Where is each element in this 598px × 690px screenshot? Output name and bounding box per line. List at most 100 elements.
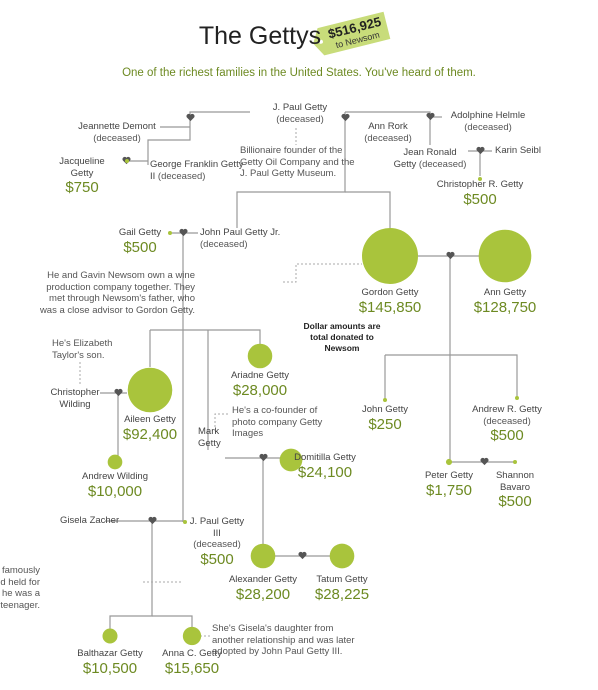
- person: Christopher Wilding: [44, 387, 106, 410]
- name-line: John Getty: [340, 404, 430, 416]
- name-line: Adolphine Helmle (deceased): [441, 110, 536, 133]
- name-line: Aileen Getty: [105, 414, 195, 426]
- person: Mark Getty: [198, 426, 234, 449]
- heart: [480, 457, 489, 466]
- donation-circle: [478, 229, 532, 283]
- title: The Gettys: [199, 22, 321, 50]
- donation-circle: [250, 543, 276, 569]
- amount: $24,100: [297, 463, 353, 481]
- name-line: Mark Getty: [198, 426, 234, 449]
- person-name: Peter Getty: [424, 470, 474, 481]
- heart: [148, 516, 157, 525]
- person: Adolphine Helmle (deceased): [441, 110, 536, 133]
- name-line: John Paul Getty Jr. (deceased): [200, 227, 300, 250]
- name-line: Gordon Getty: [340, 287, 440, 299]
- donation-circle: [478, 177, 482, 181]
- donation-circle: [182, 626, 202, 646]
- person-name: Shannon Bavaro: [495, 470, 535, 493]
- amount: $500: [123, 238, 157, 256]
- person-name: Andrew R. Getty: [472, 404, 542, 415]
- name-line: J. Paul Getty III (deceased): [190, 516, 245, 551]
- person: John Paul Getty Jr. (deceased): [200, 227, 300, 250]
- person-name: Ann Rork: [368, 121, 408, 132]
- person: Karin Seibl: [495, 145, 555, 157]
- donation-circle: [124, 158, 130, 164]
- person-name: Domitilla Getty: [294, 452, 356, 463]
- person: Jeannette Demont (deceased): [70, 121, 165, 144]
- donor: J. Paul Getty III (deceased) $500: [190, 516, 245, 569]
- status: (deceased): [418, 158, 467, 170]
- donation-circle: [107, 454, 123, 470]
- heart: [341, 113, 350, 122]
- person-name: John Paul Getty Jr.: [200, 227, 281, 238]
- name-line: Andrew Wilding: [65, 471, 165, 483]
- donor: Alexander Getty $28,200: [218, 574, 308, 604]
- annotation: He was famously kidnapped and held for r…: [0, 565, 40, 611]
- amount: $92,400: [122, 425, 178, 443]
- donor: Domitilla Getty $24,100: [294, 452, 356, 482]
- status: (deceased): [276, 113, 324, 125]
- heart: [186, 113, 195, 122]
- tag: $516,925 to Newsom: [313, 11, 391, 56]
- person-name: Christopher Wilding: [50, 387, 100, 410]
- person-name: Mark Getty: [198, 426, 221, 449]
- amount: $500: [490, 427, 524, 444]
- annotation: Dollar amounts are total donated to News…: [303, 321, 381, 353]
- donation-circle: [329, 543, 355, 569]
- person-name: Gordon Getty: [361, 287, 419, 298]
- heart: [259, 453, 268, 462]
- donor: Andrew Wilding $10,000: [65, 471, 165, 501]
- donor: Aileen Getty $92,400: [105, 414, 195, 444]
- amount: $15,650: [164, 659, 220, 677]
- donation-circle: [362, 228, 418, 284]
- name-line: Shannon Bavaro: [485, 470, 545, 493]
- person-name: Karin Seibl: [495, 145, 541, 156]
- status: (deceased): [483, 415, 531, 427]
- donor: Balthazar Getty $10,500: [65, 648, 155, 678]
- status: (deceased): [364, 132, 412, 144]
- name-line: George Franklin Getty II (deceased): [150, 159, 245, 182]
- person: Ann Rork (deceased): [361, 121, 416, 144]
- heart: [179, 228, 188, 237]
- donation-circle: [183, 520, 187, 524]
- donor: Gail Getty $500: [105, 227, 175, 257]
- person-name: Alexander Getty: [228, 574, 298, 585]
- donor: Shannon Bavaro $500: [485, 470, 545, 511]
- heart: [114, 388, 123, 397]
- name-line: Balthazar Getty: [65, 648, 155, 660]
- person-name: J. Paul Getty: [272, 102, 328, 113]
- name-line: Christopher Wilding: [44, 387, 106, 410]
- donor: Ann Getty $128,750: [455, 287, 555, 317]
- name-line: Gisela Zacher: [60, 515, 140, 527]
- name-line: Anna C. Getty: [147, 648, 237, 660]
- amount: $250: [368, 415, 402, 433]
- donation-circle: [515, 396, 519, 400]
- name-line: Domitilla Getty: [294, 452, 356, 464]
- amount: $500: [200, 550, 234, 568]
- person-name: Tatum Getty: [316, 574, 368, 585]
- person-name: Christopher R. Getty: [436, 179, 524, 190]
- donor: Anna C. Getty $15,650: [147, 648, 237, 678]
- name-line: J. Paul Getty (deceased): [265, 102, 335, 125]
- person-name: Jeannette Demont: [78, 121, 156, 132]
- heart: [298, 551, 307, 560]
- donation-circle: [127, 367, 173, 413]
- person-name: Balthazar Getty: [77, 648, 143, 659]
- person-name: Gisela Zacher: [60, 515, 120, 526]
- person-name: Aileen Getty: [124, 414, 176, 425]
- amount: $10,000: [87, 482, 143, 500]
- donation-circle: [168, 231, 172, 235]
- name-line: Peter Getty: [414, 470, 484, 482]
- donor: Tatum Getty $28,225: [297, 574, 387, 604]
- status: (deceased): [464, 121, 512, 133]
- amount: $10,500: [82, 659, 138, 677]
- name-line: Alexander Getty: [218, 574, 308, 586]
- annotation: He's a co-founder of photo company Getty…: [232, 405, 323, 439]
- person-name: Anna C. Getty: [162, 648, 222, 659]
- donor: Andrew R. Getty (deceased) $500: [462, 404, 552, 445]
- person-name: Ariadne Getty: [230, 370, 290, 381]
- donation-circle: [279, 448, 303, 472]
- amount: $500: [498, 493, 532, 510]
